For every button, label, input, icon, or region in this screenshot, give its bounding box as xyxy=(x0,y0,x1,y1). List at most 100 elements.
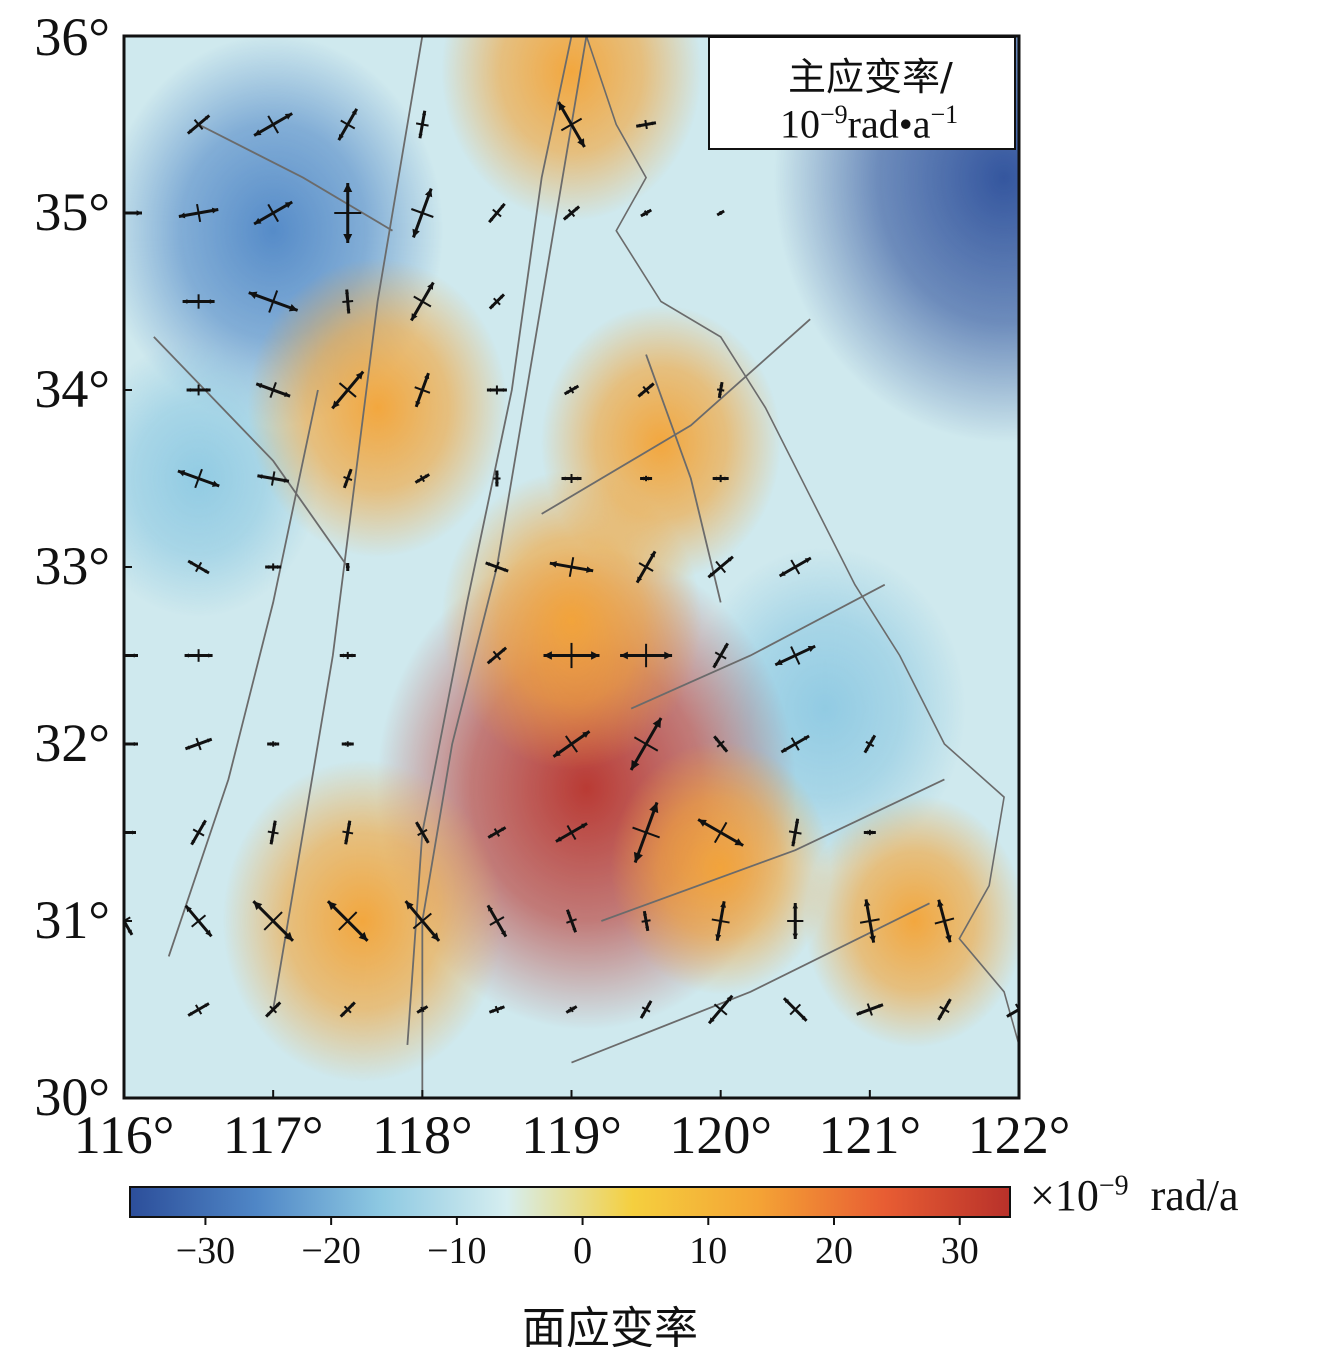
legend-unit-rest: rad•a xyxy=(847,101,931,147)
strain-cross xyxy=(863,734,877,754)
strain-cross xyxy=(184,649,213,662)
strain-cross xyxy=(552,730,591,758)
strain-cross xyxy=(856,1003,884,1016)
lon-label: 117° xyxy=(222,1105,324,1165)
strain-cross xyxy=(487,826,507,839)
strain-cross xyxy=(190,819,207,846)
legend-title: 主应变率/ xyxy=(788,55,953,99)
strain-cross xyxy=(415,821,430,844)
strain-cross xyxy=(257,471,290,486)
colorbar xyxy=(129,1186,1011,1218)
fault-line xyxy=(601,778,945,922)
strain-cross xyxy=(788,818,802,847)
strain-cross xyxy=(124,649,138,662)
strain-cross xyxy=(184,737,213,751)
lon-label: 120° xyxy=(669,1105,772,1165)
strain-cross xyxy=(787,903,804,939)
strain-cross xyxy=(697,818,744,847)
lon-label: 122° xyxy=(967,1105,1071,1165)
strain-cross xyxy=(707,555,734,579)
strain-cross xyxy=(331,370,365,410)
colorbar-unit-exp: −9 xyxy=(1098,1170,1129,1202)
strain-cross xyxy=(414,372,431,408)
fault-line xyxy=(571,902,930,1064)
strain-cross xyxy=(635,119,657,130)
colorbar-tick-label: 30 xyxy=(940,1230,979,1272)
lat-label: 35° xyxy=(34,182,110,242)
colorbar-tick-label: 20 xyxy=(815,1230,853,1272)
fault-line xyxy=(153,336,349,568)
strain-cross xyxy=(178,203,219,223)
strain-cross xyxy=(635,550,657,584)
strain-cross xyxy=(778,556,812,578)
strain-cross xyxy=(557,101,586,148)
strain-cross xyxy=(124,204,142,222)
strain-cross xyxy=(637,382,655,398)
strain-cross xyxy=(549,557,594,577)
strain-cross xyxy=(488,202,506,224)
strain-cross xyxy=(565,1005,578,1014)
strain-cross xyxy=(326,900,369,942)
strain-cross xyxy=(184,904,213,938)
lon-label: 119° xyxy=(521,1105,622,1165)
strain-cross xyxy=(486,646,508,665)
strain-cross xyxy=(713,735,729,753)
strain-cross xyxy=(253,112,293,137)
lon-label: 121° xyxy=(818,1105,922,1165)
strain-cross xyxy=(563,384,580,396)
strain-cross xyxy=(186,384,211,396)
fault-line xyxy=(198,123,393,232)
strain-cross xyxy=(187,559,210,575)
fault-line xyxy=(272,36,424,1010)
lat-label: 30° xyxy=(34,1067,110,1127)
legend-unit-rest-exp: −1 xyxy=(930,100,959,129)
axis-ticks xyxy=(123,35,1020,1099)
strain-cross xyxy=(780,734,810,754)
strain-cross xyxy=(716,381,725,399)
strain-cross xyxy=(562,205,581,221)
strain-cross xyxy=(620,643,673,668)
strain-cross xyxy=(485,561,509,573)
strain-cross xyxy=(341,741,354,747)
lat-label: 36° xyxy=(34,7,110,67)
strain-cross xyxy=(416,1005,429,1014)
strain-cross xyxy=(248,290,299,313)
principal-strain-crosses xyxy=(124,101,1019,1025)
fault-line xyxy=(406,36,573,1045)
strain-field-patch xyxy=(247,258,508,558)
strain-cross xyxy=(342,468,353,489)
strain-cross xyxy=(187,1002,210,1017)
strain-cross xyxy=(253,200,293,226)
colorbar-tick-label: −10 xyxy=(427,1230,487,1272)
strain-field-patch xyxy=(222,760,503,1082)
strain-cross xyxy=(640,208,653,218)
strain-cross xyxy=(267,741,280,747)
strain-cross xyxy=(640,475,653,482)
strain-cross xyxy=(339,651,356,660)
colorbar-unit-prefix: ×10 xyxy=(1030,1171,1099,1220)
strain-cross xyxy=(488,1005,505,1014)
strain-cross xyxy=(342,820,354,845)
fault-line xyxy=(645,354,722,603)
strain-cross xyxy=(632,801,660,864)
strain-cross xyxy=(934,899,955,943)
strain-cross xyxy=(124,906,134,936)
colorbar-ticks xyxy=(204,1217,961,1225)
strain-cross xyxy=(124,827,136,838)
strain-cross xyxy=(337,108,359,141)
lat-label: 31° xyxy=(34,890,110,950)
strain-cross xyxy=(124,737,138,751)
strain-cross xyxy=(782,997,808,1022)
strain-cross xyxy=(712,474,729,483)
fault-line xyxy=(630,583,886,710)
colorbar-tick-label: −20 xyxy=(301,1230,361,1272)
strain-cross xyxy=(410,188,434,238)
strain-field-patch xyxy=(441,470,702,770)
strain-cross xyxy=(712,642,729,669)
strain-cross xyxy=(342,289,354,314)
strain-cross xyxy=(186,114,211,135)
colorbar-title: 面应变率 xyxy=(522,1303,698,1354)
strain-cross xyxy=(774,644,816,667)
colorbar-tick-label: 10 xyxy=(689,1230,728,1272)
